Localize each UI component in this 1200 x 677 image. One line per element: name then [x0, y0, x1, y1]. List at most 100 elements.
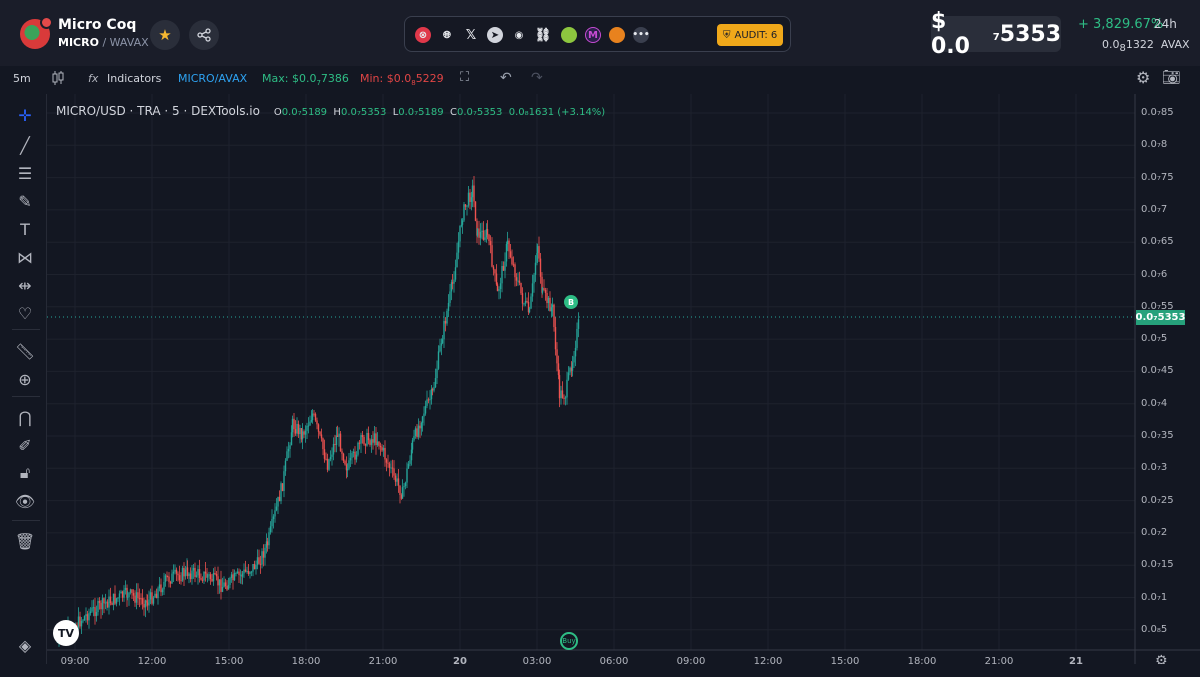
candle-body: [206, 575, 209, 578]
redo-icon[interactable]: ↷: [531, 70, 543, 86]
magnet-icon[interactable]: ⋂: [18, 407, 32, 427]
candle-body: [249, 572, 251, 574]
candle-body: [385, 459, 388, 463]
candle-body: [323, 449, 326, 459]
candle-body: [431, 389, 434, 391]
tradingview-logo[interactable]: TV: [53, 620, 79, 646]
candle-body: [530, 296, 532, 309]
metamask-icon[interactable]: [609, 27, 625, 43]
candle-body: [220, 579, 222, 592]
candle-body: [169, 581, 172, 584]
drawing-toolbar: ✛ ╱ ☰ ✎ T ⋈ ⇹ ♡ 📏︎ ⊕ ⋂ ✐ 🔓︎ 👁︎ 🗑︎ ◈: [0, 94, 47, 664]
brush-icon[interactable]: ✎: [18, 191, 32, 211]
candle-body: [274, 510, 276, 517]
pattern-icon[interactable]: ⋈: [17, 247, 33, 267]
crosshair-icon[interactable]: ✛: [18, 105, 32, 125]
settings-gear-icon[interactable]: ⚙: [1136, 68, 1151, 87]
candle-body: [449, 291, 451, 303]
candle-body: [215, 574, 218, 577]
candle-body: [106, 601, 109, 608]
interval-selector[interactable]: 5m: [13, 72, 31, 85]
ruler-icon[interactable]: 📏︎: [14, 341, 36, 361]
link-icon[interactable]: ⛓: [534, 27, 552, 43]
cmc-icon[interactable]: M: [585, 27, 601, 43]
coingecko-icon[interactable]: [561, 27, 577, 43]
discord-icon[interactable]: ◉: [514, 29, 524, 41]
website-icon[interactable]: ⊗: [415, 27, 431, 43]
candle-body: [332, 443, 335, 455]
zoom-in-icon[interactable]: ⊕: [18, 369, 32, 389]
favorite-star-button[interactable]: ★: [150, 20, 180, 50]
candle-body: [80, 621, 83, 627]
candle-body: [494, 269, 496, 274]
telegram-icon[interactable]: ➤: [487, 27, 503, 43]
candlestick-chart[interactable]: [47, 94, 1200, 664]
time-axis-label: 15:00: [214, 656, 244, 667]
candle-body: [446, 310, 448, 324]
candle-body: [399, 485, 401, 496]
candle-body: [570, 367, 573, 371]
x-icon[interactable]: 𝕏: [465, 27, 477, 43]
trendline-icon[interactable]: ╱: [20, 135, 30, 155]
candle-body: [474, 201, 477, 221]
candle-body: [149, 592, 152, 600]
candle-body: [290, 432, 293, 446]
price-chart[interactable]: MICRO/USD · TRA · 5 · DEXTools.io O0.0₇5…: [47, 94, 1200, 669]
indicators-icon[interactable]: fx: [88, 72, 99, 85]
eye-icon[interactable]: 👁︎: [14, 491, 36, 511]
candle-body: [268, 532, 270, 546]
candle-body: [488, 234, 490, 242]
share-icon: [197, 28, 211, 42]
candle-body: [131, 589, 133, 594]
candle-body: [367, 432, 370, 441]
candle-body: [375, 433, 377, 446]
candle-body: [478, 228, 480, 238]
globe-icon[interactable]: 🌐︎: [443, 29, 451, 41]
text-icon[interactable]: T: [20, 219, 30, 239]
candle-body: [294, 429, 297, 434]
layers-icon[interactable]: ◈: [18, 635, 32, 655]
candle-body: [336, 435, 339, 437]
candle-body: [406, 468, 408, 483]
heart-icon[interactable]: ♡: [17, 303, 33, 323]
candle-body: [233, 573, 236, 581]
candle-body: [404, 482, 407, 487]
candle-body: [186, 567, 189, 577]
candle-body: [397, 478, 400, 486]
lock-pencil-icon[interactable]: ✐: [18, 435, 32, 455]
candle-body: [195, 575, 198, 577]
change-period: 24h: [1154, 17, 1177, 31]
candle-body: [344, 460, 346, 465]
candle-body: [566, 379, 568, 398]
candle-body: [284, 460, 287, 472]
horizontal-lines-icon[interactable]: ☰: [17, 163, 33, 183]
candle-body: [454, 267, 457, 280]
share-button[interactable]: [189, 20, 219, 50]
candle-body: [536, 246, 539, 253]
candle-body: [311, 413, 314, 421]
candle-body: [223, 582, 225, 587]
candle-body: [100, 602, 102, 610]
buy-marker-b[interactable]: B: [564, 295, 578, 309]
trash-icon[interactable]: 🗑︎: [14, 531, 36, 551]
time-axis-label: 09:00: [676, 656, 706, 667]
candle-body: [212, 573, 215, 582]
snapshot-camera-icon[interactable]: 📷︎: [1162, 68, 1182, 86]
candle-type-icon[interactable]: [52, 71, 64, 85]
candle-body: [163, 581, 165, 590]
candle-body: [129, 589, 132, 593]
pair-toggle[interactable]: MICRO/AVAX: [178, 72, 248, 85]
audit-badge[interactable]: ⛨ AUDIT: 6: [717, 24, 784, 46]
forecast-icon[interactable]: ⇹: [18, 275, 32, 295]
buy-marker[interactable]: Buy: [560, 632, 578, 650]
candle-body: [564, 397, 567, 399]
undo-icon[interactable]: ↶: [500, 70, 512, 86]
lock-icon[interactable]: 🔓︎: [19, 463, 31, 482]
more-icon[interactable]: •••: [632, 27, 650, 43]
candle-body: [262, 551, 265, 558]
time-axis-label: 21: [1069, 656, 1083, 667]
candle-body: [536, 252, 538, 263]
fullscreen-icon[interactable]: ⛶: [460, 70, 470, 85]
chain-badge-icon: [40, 16, 53, 29]
indicators-button[interactable]: Indicators: [107, 72, 162, 85]
